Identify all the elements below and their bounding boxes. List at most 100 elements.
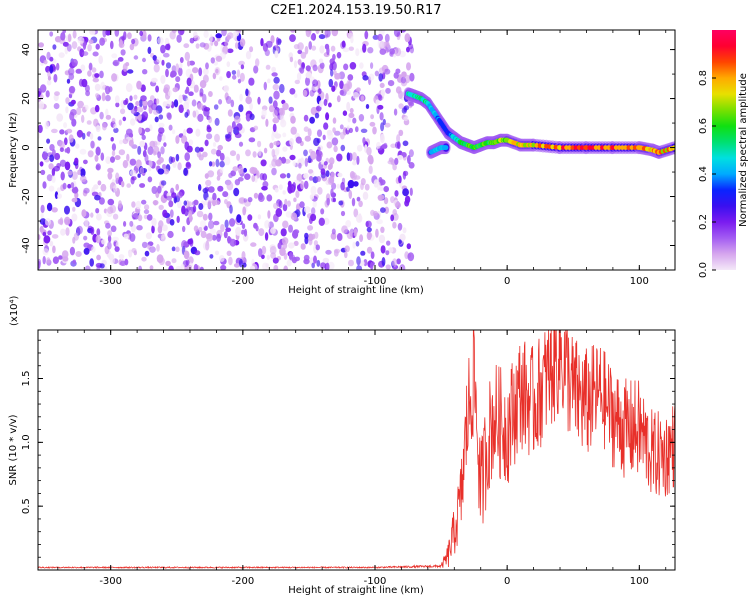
spectrogram-noise-cell (113, 127, 119, 133)
spectrogram-noise-cell (153, 63, 160, 73)
spectrogram-noise-cell (287, 200, 291, 207)
spectrogram-noise-cell (105, 108, 109, 117)
spectrogram-ridge-core (531, 142, 536, 148)
spectrogram-noise-cell (331, 61, 337, 71)
spectrogram-noise-cell (299, 201, 305, 209)
spectrogram-noise-cell (290, 126, 297, 135)
spectrogram-noise-cell (179, 57, 184, 63)
spectrogram-noise-cell (380, 133, 385, 144)
spectrogram-noise-cell (202, 93, 207, 103)
spectrogram-noise-cell (160, 75, 166, 84)
spectrogram-noise-cell (92, 77, 100, 83)
spectrogram-noise-cell (51, 128, 58, 134)
spectrogram-noise-cell (293, 197, 297, 203)
spectrogram-noise-cell (238, 141, 244, 147)
spectrogram-noise-cell (265, 263, 270, 268)
spectrogram-noise-cell (394, 201, 401, 209)
spectrogram-noise-cell (200, 230, 207, 239)
spectrogram-noise-cell (245, 50, 252, 60)
spectrogram-noise-cell (236, 123, 243, 131)
spectrogram-noise-cell (218, 99, 223, 105)
spectrogram-noise-cell (183, 167, 189, 176)
spectrogram-y-tick-label: 0 (21, 144, 32, 150)
spectrogram-noise-cell (368, 156, 374, 165)
spectrogram-noise-cell (71, 118, 77, 127)
spectrogram-noise-cell (336, 95, 341, 103)
spectrogram-noise-cell (262, 173, 268, 181)
spectrogram-noise-cell (122, 138, 129, 145)
spectrogram-noise-cell (156, 244, 160, 252)
spectrogram-noise-cell (114, 30, 120, 37)
spectrogram-noise-cell (395, 68, 401, 74)
spectrogram-noise-cell (65, 97, 70, 105)
spectrogram-noise-cell (149, 95, 155, 102)
spectrogram-y-tick-label: 40 (21, 43, 32, 56)
spectrogram-noise-cell (249, 265, 256, 270)
spectrogram-noise-cell (390, 143, 397, 149)
spectrogram-noise-cell (102, 30, 107, 38)
spectrogram-noise-cell (385, 250, 390, 256)
spectrogram-noise-cell (250, 242, 257, 247)
spectrogram-noise-cell (232, 166, 239, 172)
spectrogram-noise-cell (142, 57, 146, 63)
spectrogram-noise-cell (178, 104, 184, 113)
spectrogram-noise-cell (307, 233, 314, 242)
spectrogram-noise-cell (100, 183, 107, 192)
spectrogram-noise-cell (58, 255, 63, 260)
spectrogram-noise-cell (394, 190, 399, 197)
spectrogram-noise-cell (135, 101, 140, 106)
spectrogram-noise-cell (312, 200, 317, 208)
spectrogram-noise-cell (138, 265, 143, 270)
spectrogram-noise-cell (94, 104, 100, 113)
spectrogram-noise-cell (273, 141, 281, 146)
spectrogram-noise-cell (236, 214, 242, 223)
spectrogram-noise-cell (212, 192, 217, 201)
spectrogram-noise-cell (253, 192, 259, 199)
spectrogram-noise-cell (75, 68, 83, 74)
spectrogram-noise-cell (57, 193, 62, 199)
spectrogram-noise-cell (67, 183, 72, 189)
spectrogram-noise-cell (48, 163, 54, 170)
spectrogram-noise-cell (308, 176, 314, 181)
spectrogram-noise-cell (87, 150, 94, 158)
spectrogram-noise-cell (279, 107, 284, 116)
spectrogram-noise-cell (389, 48, 396, 55)
spectrogram-noise-cell (188, 256, 194, 265)
snr-frame (37, 329, 676, 571)
spectrogram-noise-cell (309, 194, 315, 200)
spectrogram-ridge-core (540, 143, 546, 149)
spectrogram-noise-cell (135, 200, 142, 210)
spectrogram-noise-cell (128, 249, 133, 258)
spectrogram-noise-cell (203, 30, 209, 38)
spectrogram-noise-cell (378, 73, 384, 82)
spectrogram-noise-cell (333, 70, 337, 76)
spectrogram-ridge-core (580, 145, 585, 151)
spectrogram-noise-cell (76, 107, 82, 116)
spectrogram-noise-cell (53, 73, 58, 83)
spectrogram-noise-cell (195, 43, 200, 49)
spectrogram-noise-cell (84, 218, 89, 228)
spectrogram-noise-cell (272, 83, 279, 91)
spectrogram-noise-cell (84, 84, 90, 93)
snr-y-ticks: 0.5 1.0 1.5 (21, 339, 675, 571)
spectrogram-ridge-core (587, 145, 592, 151)
spectrogram-noise-cell (126, 153, 130, 162)
spectrogram-noise-cell (279, 173, 287, 179)
spectrogram-noise-cell (46, 257, 51, 264)
spectrogram-noise-cell (47, 230, 52, 236)
spectrogram-noise-cell (318, 34, 326, 40)
spectrogram-noise-cell (352, 92, 360, 99)
spectrogram-noise-cell (258, 248, 263, 258)
spectrogram-noise-cell (184, 51, 190, 62)
spectrogram-noise-cell (289, 154, 296, 161)
spectrogram-noise-cell (166, 112, 172, 119)
spectrogram-noise-cell (135, 159, 142, 169)
spectrogram-noise-cell (288, 106, 295, 112)
spectrogram-noise-cell (83, 235, 88, 241)
spectrogram-noise-cell (204, 139, 209, 147)
spectrogram-noise-cell (121, 180, 125, 188)
spectrogram-noise-cell (141, 111, 149, 120)
spectrogram-noise-cell (214, 250, 220, 256)
spectrogram-noise-cell (376, 181, 381, 191)
spectrogram-noise-cell (165, 100, 173, 107)
